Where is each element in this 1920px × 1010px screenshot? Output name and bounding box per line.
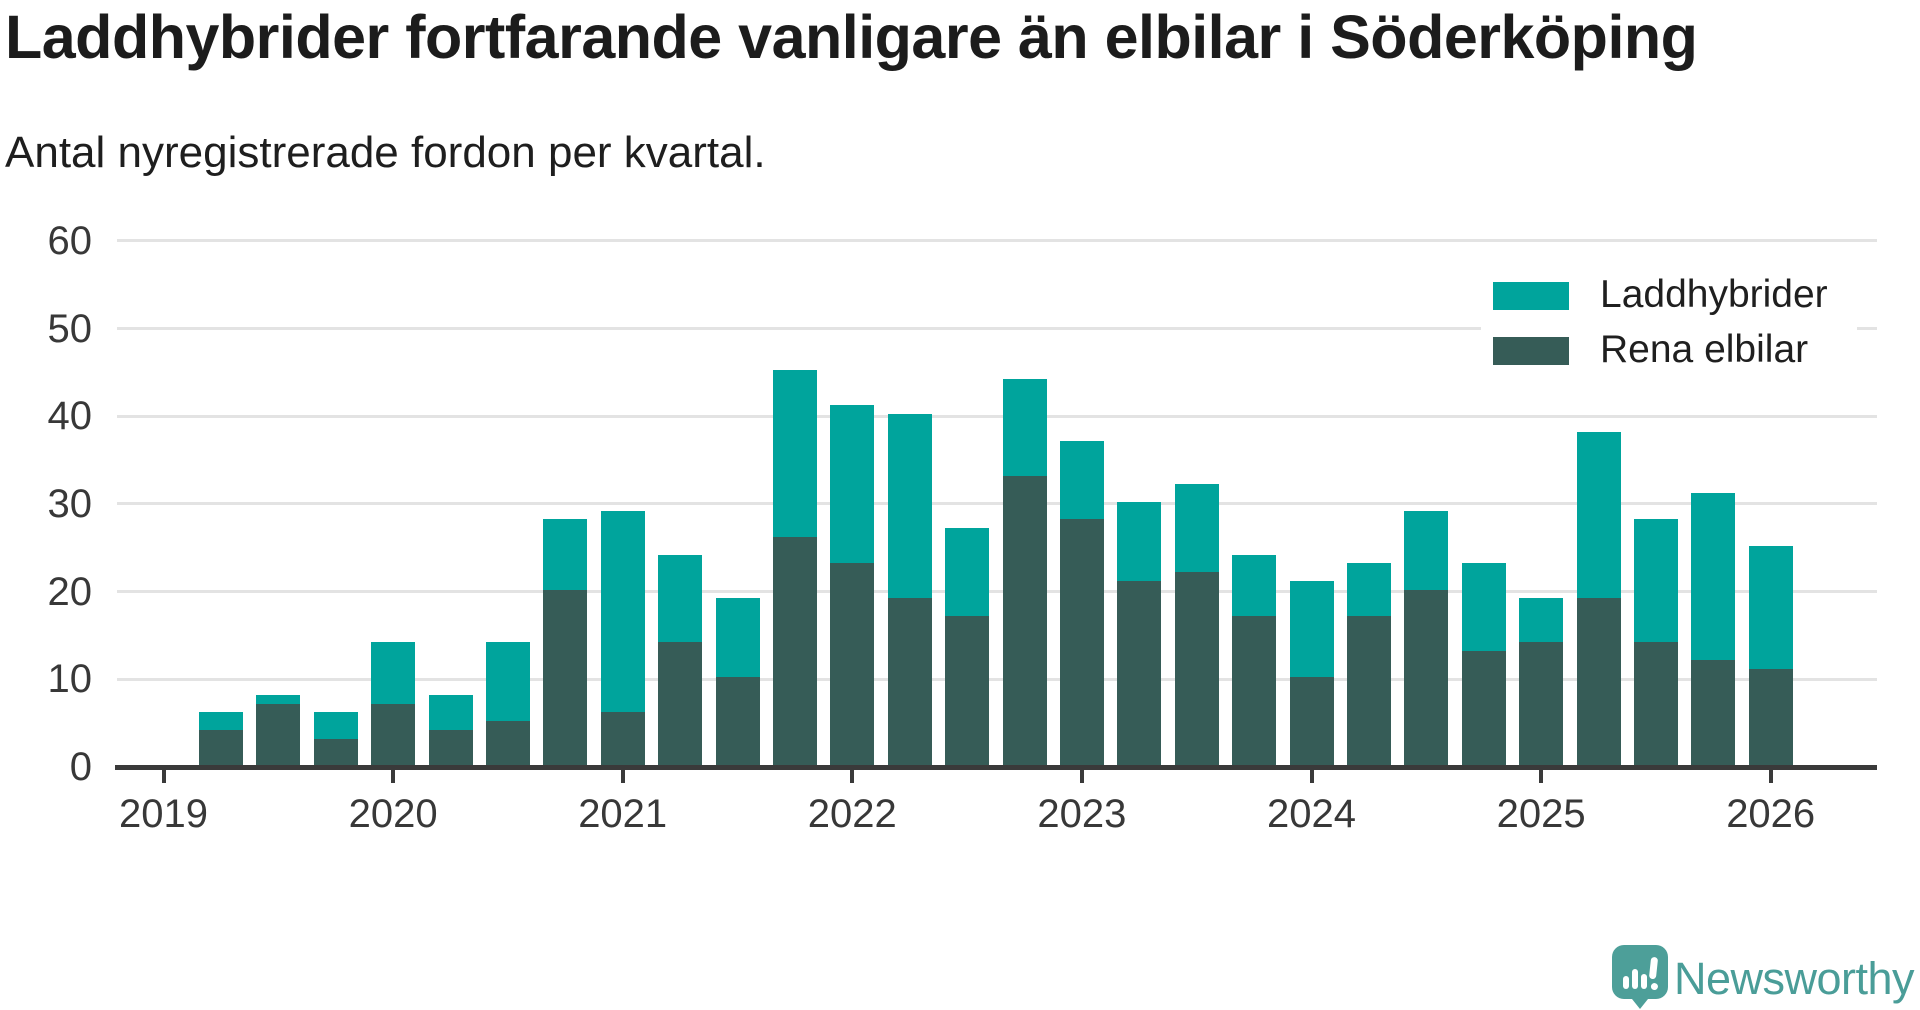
bar-segment-rena-elbilar-2019-q4 <box>313 738 358 765</box>
x-tick-2024 <box>1309 770 1314 783</box>
bar-segment-laddhybrider-2023-q4 <box>1232 554 1277 616</box>
bar-segment-laddhybrider-2021-q4 <box>772 370 817 537</box>
x-tick-2025 <box>1539 770 1544 783</box>
bar-segment-rena-elbilar-2024-q3 <box>1404 589 1449 765</box>
x-tick-label-2026: 2026 <box>1726 792 1816 836</box>
bar-segment-rena-elbilar-2021-q3 <box>715 677 760 765</box>
bar-segment-rena-elbilar-2022-q2 <box>887 598 932 765</box>
bar-segment-laddhybrider-2024-q3 <box>1404 510 1449 590</box>
y-tick-label-20: 20 <box>47 569 93 614</box>
bar-segment-laddhybrider-2025-q2 <box>1576 431 1621 599</box>
x-tick-2021 <box>620 770 625 783</box>
x-tick-2023 <box>1079 770 1084 783</box>
y-gridline-60 <box>117 239 1877 243</box>
bar-segment-laddhybrider-2024-q2 <box>1346 563 1391 616</box>
bar-segment-rena-elbilar-2025-q3 <box>1633 642 1678 765</box>
bar-segment-laddhybrider-2026-q1 <box>1748 545 1793 669</box>
newsworthy-wordmark: Newsworthy <box>1674 953 1915 1004</box>
bar-segment-laddhybrider-2022-q1 <box>830 405 875 564</box>
bar-segment-rena-elbilar-2020-q1 <box>371 703 416 765</box>
y-tick-label-0: 0 <box>69 745 92 789</box>
x-tick-label-2024: 2024 <box>1267 792 1356 836</box>
x-axis-line <box>115 765 1877 770</box>
bar-segment-rena-elbilar-2022-q3 <box>945 615 990 765</box>
bar-segment-rena-elbilar-2023-q3 <box>1174 572 1219 765</box>
legend-swatch-laddhybrider <box>1493 282 1569 310</box>
y-tick-label-60: 60 <box>47 218 93 263</box>
bar-segment-laddhybrider-2023-q3 <box>1174 484 1219 573</box>
bar-segment-rena-elbilar-2020-q2 <box>428 729 473 765</box>
bar-segment-laddhybrider-2023-q1 <box>1059 440 1104 520</box>
newsworthy-logo: Newsworthy <box>1612 945 1915 1009</box>
bar-segment-rena-elbilar-2024-q1 <box>1289 677 1334 765</box>
bar-segment-rena-elbilar-2025-q2 <box>1576 598 1621 765</box>
bar-segment-laddhybrider-2022-q4 <box>1002 379 1047 476</box>
x-tick-label-2023: 2023 <box>1037 792 1127 836</box>
x-tick-label-2025: 2025 <box>1496 792 1586 836</box>
bar-segment-laddhybrider-2021-q3 <box>715 598 760 678</box>
y-gridline-50 <box>117 327 1877 330</box>
bar-segment-rena-elbilar-2023-q1 <box>1059 519 1104 765</box>
x-tick-label-2019: 2019 <box>119 792 208 836</box>
x-tick-label-2022: 2022 <box>807 792 897 836</box>
y-tick-label-30: 30 <box>47 481 93 526</box>
bar-segment-laddhybrider-2024-q1 <box>1289 580 1334 678</box>
bar-segment-laddhybrider-2020-q3 <box>485 642 530 722</box>
chart-subtitle: Antal nyregistrerade fordon per kvartal. <box>5 128 766 177</box>
bar-segment-laddhybrider-2021-q1 <box>600 510 645 713</box>
x-tick-2022 <box>850 770 855 783</box>
bar-segment-laddhybrider-2019-q2 <box>198 712 243 730</box>
bar-segment-rena-elbilar-2021-q1 <box>600 712 645 765</box>
legend-swatch-rena-elbilar <box>1493 337 1569 365</box>
x-tick-2019 <box>161 770 166 783</box>
y-gridline-10 <box>117 677 1877 681</box>
bar-segment-laddhybrider-2023-q2 <box>1117 501 1162 581</box>
y-tick-label-40: 40 <box>47 394 93 439</box>
bar-segment-rena-elbilar-2024-q4 <box>1461 650 1506 765</box>
bar-segment-rena-elbilar-2026-q1 <box>1748 668 1793 765</box>
y-gridline-30 <box>117 502 1877 506</box>
x-tick-label-2021: 2021 <box>578 792 668 836</box>
bar-segment-rena-elbilar-2022-q4 <box>1002 475 1047 765</box>
newsworthy-speech-bubble-bar-chart-icon <box>1612 945 1668 1009</box>
bar-segment-laddhybrider-2025-q3 <box>1633 519 1678 643</box>
x-tick-label-2020: 2020 <box>348 792 438 836</box>
bar-segment-rena-elbilar-2020-q4 <box>543 589 588 765</box>
bar-segment-rena-elbilar-2023-q2 <box>1117 580 1162 765</box>
bar-segment-rena-elbilar-2021-q4 <box>772 536 817 765</box>
bar-segment-laddhybrider-2022-q2 <box>887 414 932 599</box>
bar-segment-laddhybrider-2021-q2 <box>658 554 703 643</box>
bar-segment-rena-elbilar-2019-q3 <box>256 703 301 765</box>
legend-label-laddhybrider: Laddhybrider <box>1600 273 1828 316</box>
bar-segment-rena-elbilar-2022-q1 <box>830 563 875 765</box>
bar-segment-rena-elbilar-2025-q4 <box>1691 659 1736 765</box>
bar-segment-rena-elbilar-2021-q2 <box>658 642 703 765</box>
chart-title: Laddhybrider fortfarande vanligare än el… <box>5 3 1698 71</box>
y-tick-label-50: 50 <box>47 306 93 351</box>
bar-segment-rena-elbilar-2019-q2 <box>198 729 243 765</box>
y-tick-label-10: 10 <box>47 657 93 702</box>
bar-segment-laddhybrider-2020-q4 <box>543 519 588 590</box>
y-gridline-20 <box>117 590 1877 594</box>
y-gridline-40 <box>117 414 1877 418</box>
bar-segment-rena-elbilar-2024-q2 <box>1346 615 1391 765</box>
bar-segment-laddhybrider-2020-q2 <box>428 694 473 730</box>
bar-segment-laddhybrider-2022-q3 <box>945 528 990 616</box>
bar-segment-rena-elbilar-2025-q1 <box>1519 642 1564 765</box>
bar-segment-laddhybrider-2025-q1 <box>1519 598 1564 643</box>
legend-label-rena-elbilar: Rena elbilar <box>1600 328 1809 371</box>
bar-segment-laddhybrider-2024-q4 <box>1461 563 1506 651</box>
bar-segment-laddhybrider-2025-q4 <box>1691 493 1736 660</box>
x-tick-2020 <box>391 770 396 783</box>
bar-segment-laddhybrider-2019-q4 <box>313 712 358 739</box>
bar-segment-rena-elbilar-2023-q4 <box>1232 615 1277 765</box>
bar-segment-laddhybrider-2020-q1 <box>371 642 416 704</box>
bar-segment-laddhybrider-2019-q3 <box>256 694 301 704</box>
bar-segment-rena-elbilar-2020-q3 <box>485 721 530 765</box>
x-tick-2026 <box>1768 770 1773 783</box>
